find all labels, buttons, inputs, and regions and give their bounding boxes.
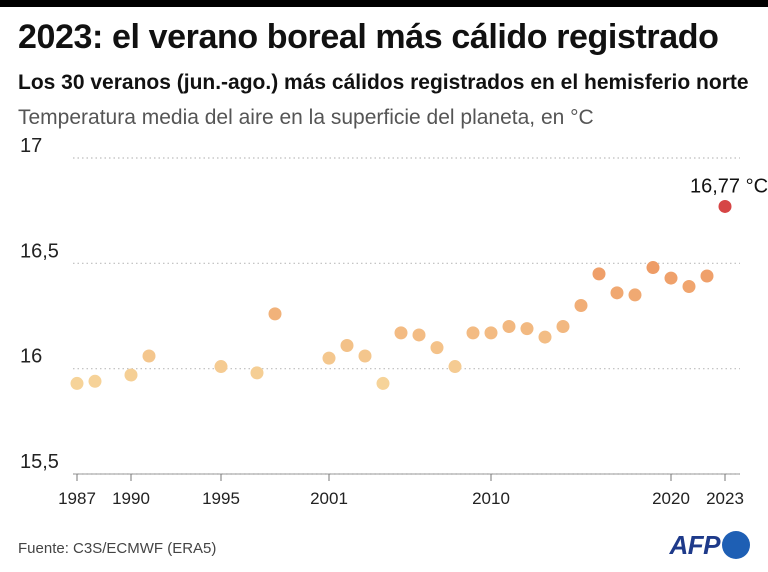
y-axis-label: Temperatura media del aire en la superfi… xyxy=(18,106,594,129)
chart-title: 2023: el verano boreal más cálido regist… xyxy=(18,18,719,56)
y-tick-label: 16,5 xyxy=(20,240,59,262)
data-point-2011 xyxy=(502,320,516,334)
data-point-2020 xyxy=(664,271,678,285)
data-point-2022 xyxy=(700,269,714,283)
data-point-2012 xyxy=(520,322,534,336)
x-axis: 1987 1990 1995 2001 2010 2020 2023 xyxy=(58,473,744,508)
data-point-2002 xyxy=(340,338,354,352)
data-point-2021 xyxy=(682,280,696,294)
x-tick-label: 2023 xyxy=(706,489,744,508)
data-point-2017 xyxy=(610,286,624,300)
afp-logo: AFP xyxy=(669,529,750,560)
data-point-2010 xyxy=(484,326,498,340)
x-tick-label: 2001 xyxy=(310,489,348,508)
afp-logo-text: AFP xyxy=(669,529,721,560)
data-point-2015 xyxy=(574,298,588,312)
top-bar xyxy=(0,0,768,7)
y-tick-label: 15,5 xyxy=(20,451,59,473)
data-point-1997 xyxy=(250,366,264,380)
data-point-2005 xyxy=(394,326,408,340)
data-point-1995 xyxy=(214,360,228,374)
data-point-2003 xyxy=(358,349,372,363)
data-point-2018 xyxy=(628,288,642,302)
data-points xyxy=(70,199,732,390)
y-tick-label: 17 xyxy=(20,135,42,157)
data-point-2004 xyxy=(376,376,390,390)
data-point-1988 xyxy=(88,374,102,388)
data-point-2013 xyxy=(538,330,552,344)
data-point-1998 xyxy=(268,307,282,321)
data-point-2008 xyxy=(448,360,462,374)
x-tick-label: 2010 xyxy=(472,489,510,508)
afp-logo-dot-icon xyxy=(722,531,750,559)
x-tick-label: 1990 xyxy=(112,489,150,508)
annotation-label: 16,77 °C xyxy=(690,175,768,197)
data-point-2001 xyxy=(322,351,336,365)
data-point-1987 xyxy=(70,376,84,390)
annotations: 16,77 °C xyxy=(690,175,768,197)
x-tick-label: 1987 xyxy=(58,489,96,508)
x-tick-label: 2020 xyxy=(652,489,690,508)
data-point-2014 xyxy=(556,320,570,334)
source-note: Fuente: C3S/ECMWF (ERA5) xyxy=(18,540,217,557)
data-point-2009 xyxy=(466,326,480,340)
data-point-1991 xyxy=(142,349,156,363)
chart-subtitle: Los 30 veranos (jun.-ago.) más cálidos r… xyxy=(18,71,749,94)
y-tick-label: 16 xyxy=(20,346,42,368)
grid: 15,5 16 16,5 17 xyxy=(20,135,740,475)
x-tick-label: 1995 xyxy=(202,489,240,508)
data-point-2006 xyxy=(412,328,426,342)
data-point-2023 xyxy=(718,199,732,213)
data-point-2007 xyxy=(430,341,444,355)
data-point-1990 xyxy=(124,368,138,382)
data-point-2016 xyxy=(592,267,606,281)
data-point-2019 xyxy=(646,261,660,275)
